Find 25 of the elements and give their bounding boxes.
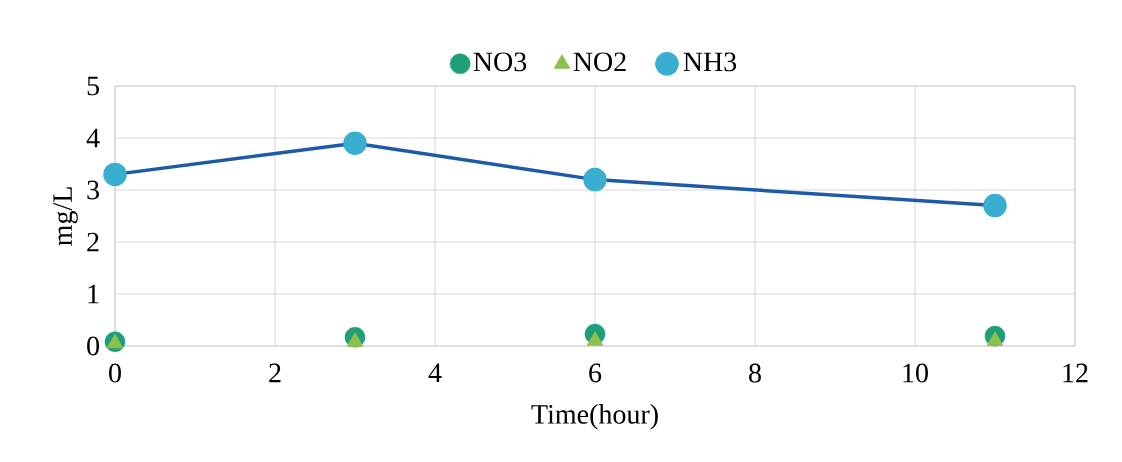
point [103,162,127,187]
point [583,167,607,192]
x-tick-label: 6 [589,363,602,383]
point [983,193,1007,218]
x-tick-label: 12 [1063,363,1088,383]
point [586,331,604,346]
x-tick-label: 0 [109,363,121,383]
y-tick-label: 4 [86,128,100,148]
point [986,331,1004,346]
point [343,131,367,155]
legend-label: NH3 [683,52,737,72]
x-tick-label: 10 [903,363,928,383]
y-axis-title: mg/L [53,187,78,246]
legend-label: NO2 [573,52,626,72]
x-axis-title: Time(hour) [531,404,658,430]
y-tick-label: 0 [87,336,100,356]
x-tick-label: 2 [269,363,281,383]
x-tick-label: 4 [428,363,442,383]
x-tick-label: 8 [749,363,761,383]
y-tick-label: 1 [88,284,99,304]
y-tick-label: 5 [87,76,99,96]
y-tick-label: 3 [87,180,99,200]
legend-label: NO3 [473,52,527,72]
point [346,332,364,347]
y-tick-label: 2 [87,232,99,252]
